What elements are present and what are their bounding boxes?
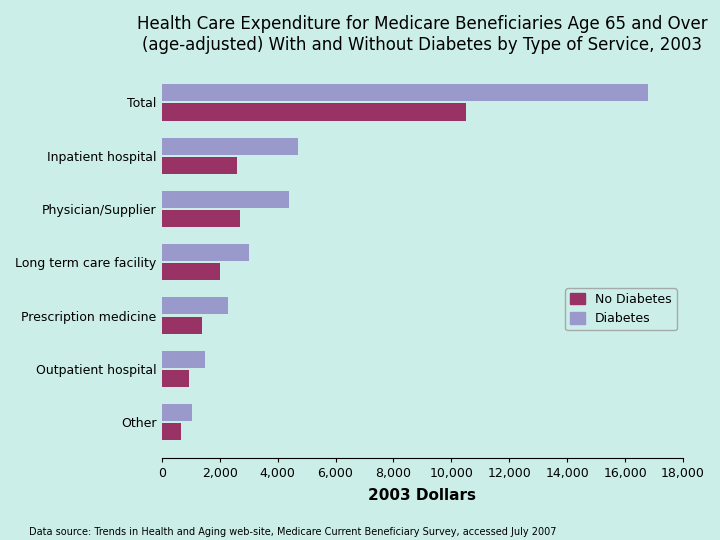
Bar [162,316,202,334]
Bar [162,138,298,154]
Title: Health Care Expenditure for Medicare Beneficiaries Age 65 and Over
(age-adjusted: Health Care Expenditure for Medicare Ben… [137,15,708,54]
Bar [162,264,220,280]
Bar [162,370,189,387]
Legend: No Diabetes, Diabetes: No Diabetes, Diabetes [565,288,677,330]
Text: Data source: Trends in Health and Aging web-site, Medicare Current Beneficiary S: Data source: Trends in Health and Aging … [29,527,557,537]
Bar [162,423,181,440]
Bar [162,157,237,174]
Bar [162,104,466,120]
Bar [162,350,205,368]
Bar [162,244,248,261]
Bar [162,210,240,227]
Bar [162,191,289,208]
X-axis label: 2003 Dollars: 2003 Dollars [369,488,477,503]
Bar [162,298,228,314]
Bar [162,84,648,102]
Bar [162,404,192,421]
